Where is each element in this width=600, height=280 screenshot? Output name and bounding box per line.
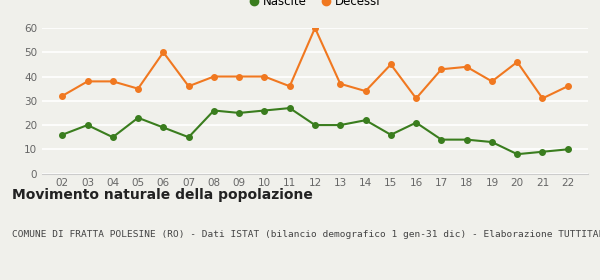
- Legend: Nascite, Decessi: Nascite, Decessi: [244, 0, 386, 13]
- Text: Movimento naturale della popolazione: Movimento naturale della popolazione: [12, 188, 313, 202]
- Text: COMUNE DI FRATTA POLESINE (RO) - Dati ISTAT (bilancio demografico 1 gen-31 dic) : COMUNE DI FRATTA POLESINE (RO) - Dati IS…: [12, 230, 600, 239]
